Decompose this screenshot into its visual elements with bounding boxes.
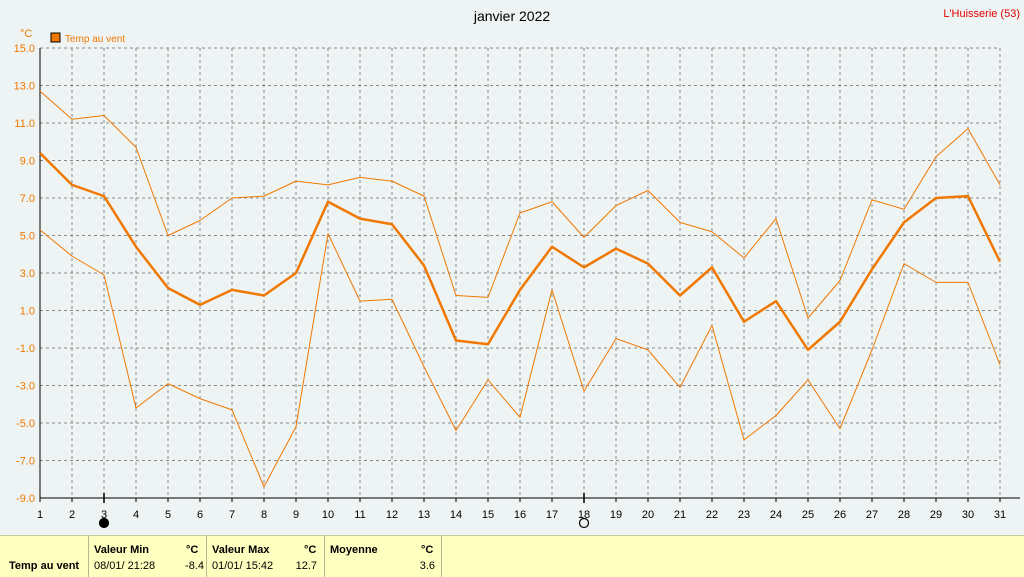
x-tick-label: 21 [674, 509, 686, 521]
y-tick-label: 15.0 [14, 43, 35, 55]
x-tick-label: 22 [706, 509, 718, 521]
y-tick-label: 13.0 [14, 81, 35, 93]
avg-header: Moyenne [330, 544, 378, 556]
x-tick-label: 31 [994, 509, 1006, 521]
y-tick-label: -1.0 [16, 343, 35, 355]
x-tick-label: 23 [738, 509, 750, 521]
summary-min: Valeur Min °C 08/01/ 21:28 -8.4 [88, 536, 207, 577]
x-tick-label: 16 [514, 509, 526, 521]
summary-avg: Moyenne °C 3.6 [324, 536, 442, 577]
avg-value: 3.6 [419, 560, 435, 572]
max-header: Valeur Max [212, 544, 270, 556]
summary-row-label-text: Temp au vent [9, 560, 80, 572]
max-value: 12.7 [295, 560, 317, 572]
y-axis-unit: °C [20, 28, 32, 40]
min-value: -8.4 [185, 560, 204, 572]
avg-unit: °C [421, 544, 434, 556]
max-date: 01/01/ 15:42 [212, 560, 274, 572]
min-date: 08/01/ 21:28 [94, 560, 156, 572]
x-tick-label: 7 [229, 509, 235, 521]
x-tick-label: 12 [386, 509, 398, 521]
station-name: L'Huisserie (53) [943, 8, 1020, 20]
x-tick-label: 29 [930, 509, 942, 521]
x-tick-label: 11 [354, 509, 365, 521]
y-tick-label: -9.0 [16, 493, 35, 505]
y-tick-label: -7.0 [16, 456, 35, 468]
y-tick-label: 9.0 [20, 156, 35, 168]
x-tick-label: 17 [546, 509, 558, 521]
axes: 1 2 3 4 5 6 7 8 9 10 11 12 13 14 15 16 17 18 19 20 21 22 23 24 2… [14, 43, 1020, 521]
x-tick-label: 9 [293, 509, 299, 521]
temperature-chart: janvier 2022 L'Huisserie (53) °C Temp au… [14, 8, 1020, 529]
x-tick-label: 1 [37, 509, 43, 521]
x-tick-label: 25 [802, 509, 814, 521]
x-tick-label: 19 [610, 509, 622, 521]
legend-label: Temp au vent [65, 34, 125, 45]
moon-phases [98, 493, 590, 529]
summary-table: Temp au vent Valeur Min °C 08/01/ 21:28 … [0, 535, 1024, 577]
y-tick-label: 5.0 [20, 231, 35, 243]
grid [39, 47, 1001, 499]
min-unit: °C [186, 544, 199, 556]
min-header: Valeur Min [94, 544, 150, 556]
full-moon-icon [578, 517, 590, 529]
x-tick-label: 6 [197, 509, 203, 521]
series-layer [39, 90, 1002, 488]
x-tick-label: 20 [642, 509, 654, 521]
summary-max: Valeur Max °C 01/01/ 15:42 12.7 [206, 536, 325, 577]
x-tick-label: 13 [418, 509, 430, 521]
x-tick-label: 18 [578, 509, 590, 521]
x-tick-label: 26 [834, 509, 846, 521]
y-tick-label: -3.0 [16, 381, 35, 393]
y-tick-label: 11.0 [14, 118, 35, 130]
summary-end [441, 536, 442, 577]
x-tick-label: 15 [482, 509, 494, 521]
y-tick-label: 7.0 [20, 193, 35, 205]
legend: Temp au vent [50, 32, 125, 45]
x-tick-label: 5 [165, 509, 171, 521]
x-tick-label: 10 [322, 509, 334, 521]
y-tick-label: -5.0 [16, 418, 35, 430]
x-tick-label: 4 [133, 509, 139, 521]
new-moon-icon [98, 517, 110, 529]
max-temperature-line [39, 90, 1001, 319]
y-tick-label: 1.0 [20, 306, 35, 318]
series-line-temp-au-vent [39, 152, 1002, 352]
summary-row-label: Temp au vent [0, 536, 88, 577]
x-tick-label: 2 [69, 509, 75, 521]
chart-title: janvier 2022 [473, 8, 550, 24]
x-tick-label: 30 [962, 509, 974, 521]
legend-swatch [50, 32, 61, 43]
x-tick-label: 14 [450, 509, 462, 521]
min-temperature-line [39, 229, 1001, 488]
x-tick-label: 28 [898, 509, 910, 521]
x-tick-label: 3 [101, 509, 107, 521]
x-tick-label: 27 [866, 509, 878, 521]
max-unit: °C [304, 544, 317, 556]
x-tick-label: 8 [261, 509, 267, 521]
x-tick-label: 24 [770, 509, 782, 521]
y-tick-label: 3.0 [20, 268, 35, 280]
